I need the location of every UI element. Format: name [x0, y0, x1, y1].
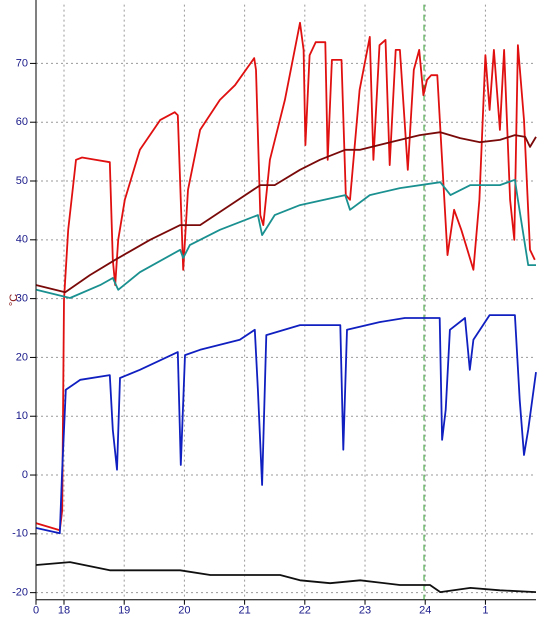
x-tick-label: 21	[238, 605, 250, 617]
series-line	[36, 21, 536, 532]
x-tick-label: 0	[33, 605, 39, 617]
series-line	[36, 314, 537, 535]
series-line	[36, 131, 537, 294]
y-tick-label: 10	[16, 410, 28, 422]
y-tick-label: 30	[16, 293, 28, 305]
x-tick-label: 22	[299, 605, 311, 617]
x-tick-label: 23	[359, 605, 371, 617]
x-tick-label: 1	[482, 605, 488, 617]
x-tick-label: 20	[178, 605, 190, 617]
y-tick-label: -10	[12, 528, 28, 540]
y-tick-label: 0	[22, 469, 28, 481]
y-tick-label: 40	[16, 234, 28, 246]
y-axis-label: °C	[8, 294, 20, 306]
y-tick-label: 70	[16, 57, 28, 69]
y-tick-label: 50	[16, 175, 28, 187]
x-tick-label: 24	[419, 605, 431, 617]
series-line	[36, 178, 536, 299]
x-tick-label: 19	[118, 605, 130, 617]
series-line	[36, 561, 537, 593]
y-tick-label: 20	[16, 351, 28, 363]
x-tick-label: 18	[58, 605, 70, 617]
y-tick-label: -20	[12, 587, 28, 599]
y-tick-label: 60	[16, 116, 28, 128]
